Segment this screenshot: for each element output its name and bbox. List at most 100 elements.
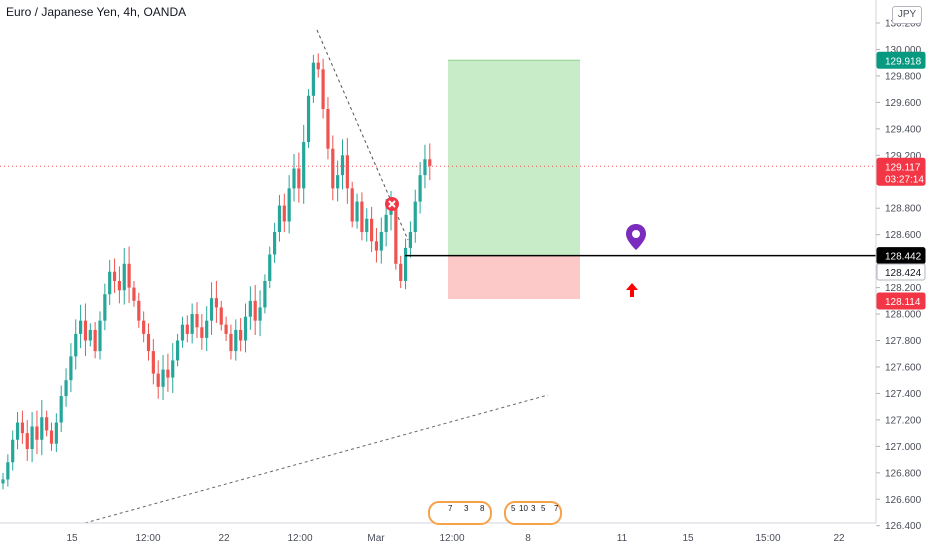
candle-body[interactable] xyxy=(326,108,330,149)
candle-body[interactable] xyxy=(374,241,379,251)
candle-body[interactable] xyxy=(287,188,291,222)
candle-body[interactable] xyxy=(176,340,180,361)
candle-body[interactable] xyxy=(35,426,39,440)
currency-button[interactable]: JPY xyxy=(892,6,922,24)
candle-body[interactable] xyxy=(166,369,170,378)
candle-body[interactable] xyxy=(1,479,5,484)
candle-body[interactable] xyxy=(253,300,257,321)
candle-body[interactable] xyxy=(83,320,88,341)
candle-body[interactable] xyxy=(117,280,121,291)
candle-body[interactable] xyxy=(180,324,185,341)
candle-body[interactable] xyxy=(360,201,364,233)
candle-body[interactable] xyxy=(345,155,349,189)
candle-body[interactable] xyxy=(423,159,427,176)
candle-body[interactable] xyxy=(331,148,335,189)
candle-body[interactable] xyxy=(127,263,131,288)
candle-body[interactable] xyxy=(268,254,272,281)
candle-body[interactable] xyxy=(161,369,165,387)
candle-body[interactable] xyxy=(146,333,151,352)
candle-body[interactable] xyxy=(365,218,369,233)
candle-body[interactable] xyxy=(214,298,218,308)
candle-body[interactable] xyxy=(132,287,136,301)
candle-body[interactable] xyxy=(25,433,29,450)
up-arrow-icon[interactable] xyxy=(626,283,638,297)
candle-body[interactable] xyxy=(45,417,49,431)
event-group-a[interactable]: 7 3 8 xyxy=(428,501,492,525)
candle-body[interactable] xyxy=(379,232,383,251)
candle-body[interactable] xyxy=(6,462,10,480)
candle-body[interactable] xyxy=(142,320,146,334)
candle-body[interactable] xyxy=(297,168,301,189)
candle-body[interactable] xyxy=(321,69,325,109)
candle-body[interactable] xyxy=(79,320,83,334)
candle-body[interactable] xyxy=(11,439,15,463)
candle-body[interactable] xyxy=(263,280,267,308)
candle-body[interactable] xyxy=(112,271,117,281)
stop-price-badge[interactable] xyxy=(876,292,926,310)
candle-body[interactable] xyxy=(20,422,24,434)
candle-body[interactable] xyxy=(234,329,238,352)
candle-body[interactable] xyxy=(108,271,112,295)
candle-body[interactable] xyxy=(316,62,320,70)
candle-body[interactable] xyxy=(370,218,374,242)
candle-body[interactable] xyxy=(200,327,204,338)
candle-body[interactable] xyxy=(15,422,20,440)
candle-body[interactable] xyxy=(302,142,306,189)
candle-body[interactable] xyxy=(403,247,408,281)
candle-body[interactable] xyxy=(428,159,432,166)
candle-body[interactable] xyxy=(151,351,155,374)
candle-body[interactable] xyxy=(418,175,422,202)
candle-body[interactable] xyxy=(408,232,412,248)
candle-body[interactable] xyxy=(413,201,417,233)
candle-body[interactable] xyxy=(384,214,388,233)
candle-body[interactable] xyxy=(399,263,403,281)
candle-body[interactable] xyxy=(277,205,282,233)
candle-body[interactable] xyxy=(340,155,345,176)
candle-body[interactable] xyxy=(389,208,393,215)
entry-alt-price-badge[interactable] xyxy=(876,263,926,281)
candle-body[interactable] xyxy=(195,314,199,328)
candle-body[interactable] xyxy=(248,300,252,317)
candle-body[interactable] xyxy=(185,324,189,334)
candle-body[interactable] xyxy=(219,307,223,325)
candle-body[interactable] xyxy=(273,232,277,255)
candle-body[interactable] xyxy=(49,430,54,444)
candle-body[interactable] xyxy=(64,380,68,397)
candle-body[interactable] xyxy=(54,422,58,444)
candle-body[interactable] xyxy=(98,320,102,352)
candle-body[interactable] xyxy=(336,175,340,189)
economic-events[interactable]: 7 3 8 5 10 3 5 7 xyxy=(428,501,562,525)
candle-body[interactable] xyxy=(355,201,359,222)
candle-body[interactable] xyxy=(243,316,248,341)
candle-body[interactable] xyxy=(59,396,63,423)
candle-body[interactable] xyxy=(30,426,34,450)
candle-body[interactable] xyxy=(93,329,97,352)
candle-body[interactable] xyxy=(258,307,262,321)
candle-body[interactable] xyxy=(137,300,141,321)
candle-body[interactable] xyxy=(229,333,233,352)
candle-body[interactable] xyxy=(224,324,228,334)
candle-body[interactable] xyxy=(103,294,107,321)
candle-body[interactable] xyxy=(205,320,209,338)
candle-body[interactable] xyxy=(122,263,126,291)
candle-body[interactable] xyxy=(88,329,92,341)
candle-body[interactable] xyxy=(306,95,311,143)
candle-body[interactable] xyxy=(40,417,44,440)
target-price-badge[interactable] xyxy=(876,51,926,69)
stop-zone[interactable] xyxy=(448,255,580,299)
trend-line-down[interactable] xyxy=(316,29,409,241)
current-price-badge[interactable] xyxy=(876,157,926,186)
candle-body[interactable] xyxy=(156,373,160,387)
candle-body[interactable] xyxy=(292,168,296,189)
event-group-b[interactable]: 5 10 3 5 7 xyxy=(504,501,562,525)
candle-body[interactable] xyxy=(209,298,214,321)
candle-body[interactable] xyxy=(69,356,73,381)
candle-body[interactable] xyxy=(282,205,286,222)
trend-line-up[interactable] xyxy=(84,394,549,524)
candle-body[interactable] xyxy=(394,208,398,264)
candle-body[interactable] xyxy=(190,314,194,334)
candle-body[interactable] xyxy=(239,329,243,341)
candle-body[interactable] xyxy=(311,62,315,96)
